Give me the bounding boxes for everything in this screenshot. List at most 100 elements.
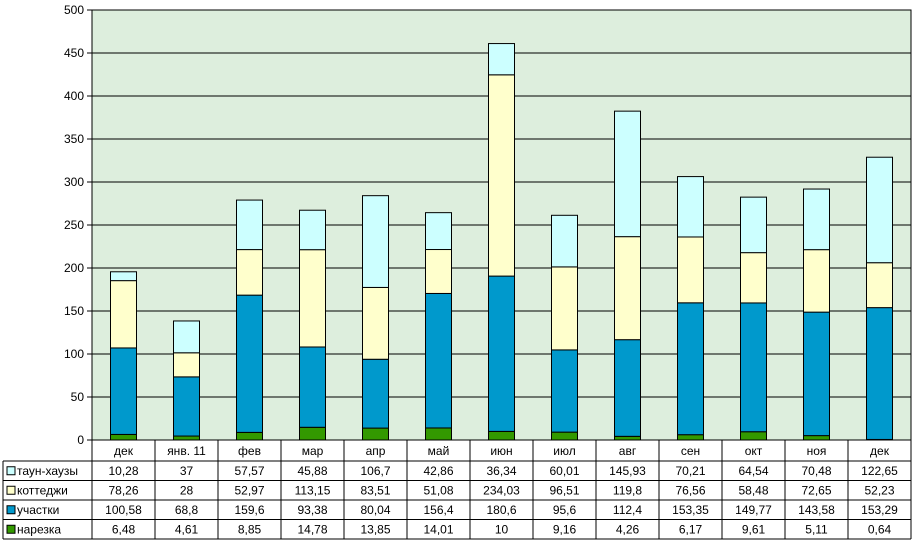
bar-segment: [110, 433, 137, 441]
bar-segment: [299, 346, 326, 428]
y-tick-label: 500: [64, 3, 84, 17]
bar-segment: [425, 212, 452, 251]
data-label: 68,8: [175, 503, 199, 517]
bar-segment: [236, 249, 263, 296]
bar-segment: [488, 74, 515, 277]
bar-segment: [551, 266, 578, 351]
data-label: 70,48: [801, 464, 831, 478]
data-label: 80,04: [360, 503, 390, 517]
bar-segment: [866, 156, 893, 264]
bar-segment: [740, 431, 767, 441]
data-label: 10,28: [108, 464, 138, 478]
data-label: 96,51: [549, 483, 579, 497]
legend-label: нарезка: [17, 522, 61, 536]
y-axis-tick-labels: 0 50 100 150 200 250 300 350 400 450 500: [64, 3, 84, 447]
data-label: 52,23: [864, 483, 894, 497]
data-label: 5,11: [805, 522, 828, 536]
data-label: 100,58: [105, 503, 142, 517]
data-label: 4,26: [616, 522, 640, 536]
y-tick-label: 150: [64, 304, 84, 318]
data-label: 149,77: [735, 503, 772, 517]
bar-segment: [677, 236, 704, 304]
bar-segment: [488, 430, 515, 441]
data-label: 112,4: [613, 503, 642, 517]
category-label: дек: [870, 444, 890, 458]
category-label: авг: [619, 444, 637, 458]
category-label: июл: [553, 444, 575, 458]
bar-segment: [488, 43, 515, 76]
bar-segment: [551, 214, 578, 268]
data-label: 57,57: [234, 464, 264, 478]
data-label: 13,85: [360, 522, 390, 536]
data-label: 153,35: [672, 503, 709, 517]
data-table: дек янв. 11 фев мар апр май июн июл авг сен окт ноя…: [2, 439, 912, 540]
category-label: апр: [366, 444, 386, 458]
data-label: 95,6: [553, 503, 577, 517]
bar-segment: [677, 302, 704, 436]
bar-segment: [425, 427, 452, 441]
bar-segment: [362, 427, 389, 441]
data-label: 9,61: [742, 522, 766, 536]
data-label: 0,64: [868, 522, 892, 536]
data-label: 93,38: [297, 503, 327, 517]
bar-segment: [740, 196, 767, 254]
data-label: 156,4: [423, 503, 453, 517]
data-label: 52,97: [234, 483, 264, 497]
data-label: 78,26: [108, 483, 138, 497]
data-label: 8,85: [238, 522, 262, 536]
bar-segment: [740, 252, 767, 304]
bar-segment: [551, 431, 578, 441]
category-label: ноя: [807, 444, 827, 458]
category-label: сен: [681, 444, 700, 458]
y-tick-label: 250: [64, 218, 84, 232]
y-tick-label: 0: [77, 433, 84, 447]
bar-segment: [614, 110, 641, 238]
category-label: фев: [238, 444, 261, 458]
bar-segment: [173, 435, 200, 441]
data-label: 180,6: [486, 503, 516, 517]
legend-key: [6, 505, 16, 515]
data-label: 58,48: [738, 483, 768, 497]
y-tick-label: 300: [64, 175, 84, 189]
legend-label: участки: [17, 503, 59, 517]
bar-segment: [110, 280, 137, 349]
bar-segment: [677, 176, 704, 238]
legend-key: [6, 485, 16, 495]
data-label: 42,86: [423, 464, 453, 478]
data-label: 10: [495, 522, 509, 536]
y-tick-label: 200: [64, 261, 84, 275]
data-label: 51,08: [423, 483, 453, 497]
bar-segment: [173, 352, 200, 378]
category-label: июн: [490, 444, 512, 458]
data-label: 14,01: [423, 522, 453, 536]
data-label: 45,88: [297, 464, 327, 478]
bar-segment: [803, 188, 830, 251]
y-tick-label: 100: [64, 347, 84, 361]
category-label: янв. 11: [167, 444, 206, 458]
bar-segment: [803, 311, 830, 437]
y-tick-label: 350: [64, 132, 84, 146]
bar-segment: [425, 292, 452, 429]
data-label: 36,34: [486, 464, 516, 478]
bars: [110, 43, 893, 441]
bar-segment: [110, 347, 137, 435]
y-tick-label: 450: [64, 46, 84, 60]
bar-segment: [299, 426, 326, 441]
bar-segment: [614, 435, 641, 441]
bar-segment: [614, 339, 641, 437]
data-label: 83,51: [360, 483, 390, 497]
data-label: 70,21: [675, 464, 705, 478]
data-label: 143,58: [798, 503, 835, 517]
data-label: 64,54: [738, 464, 768, 478]
bar-segment: [362, 195, 389, 288]
bar-segment: [173, 320, 200, 354]
bar-segment: [488, 275, 515, 432]
bar-segment: [803, 435, 830, 441]
data-label: 113,15: [295, 483, 331, 497]
data-label: 72,65: [801, 483, 831, 497]
bar-segment: [110, 271, 137, 282]
bar-segment: [866, 307, 893, 440]
bar-segment: [236, 431, 263, 441]
bar-segment: [803, 249, 830, 313]
